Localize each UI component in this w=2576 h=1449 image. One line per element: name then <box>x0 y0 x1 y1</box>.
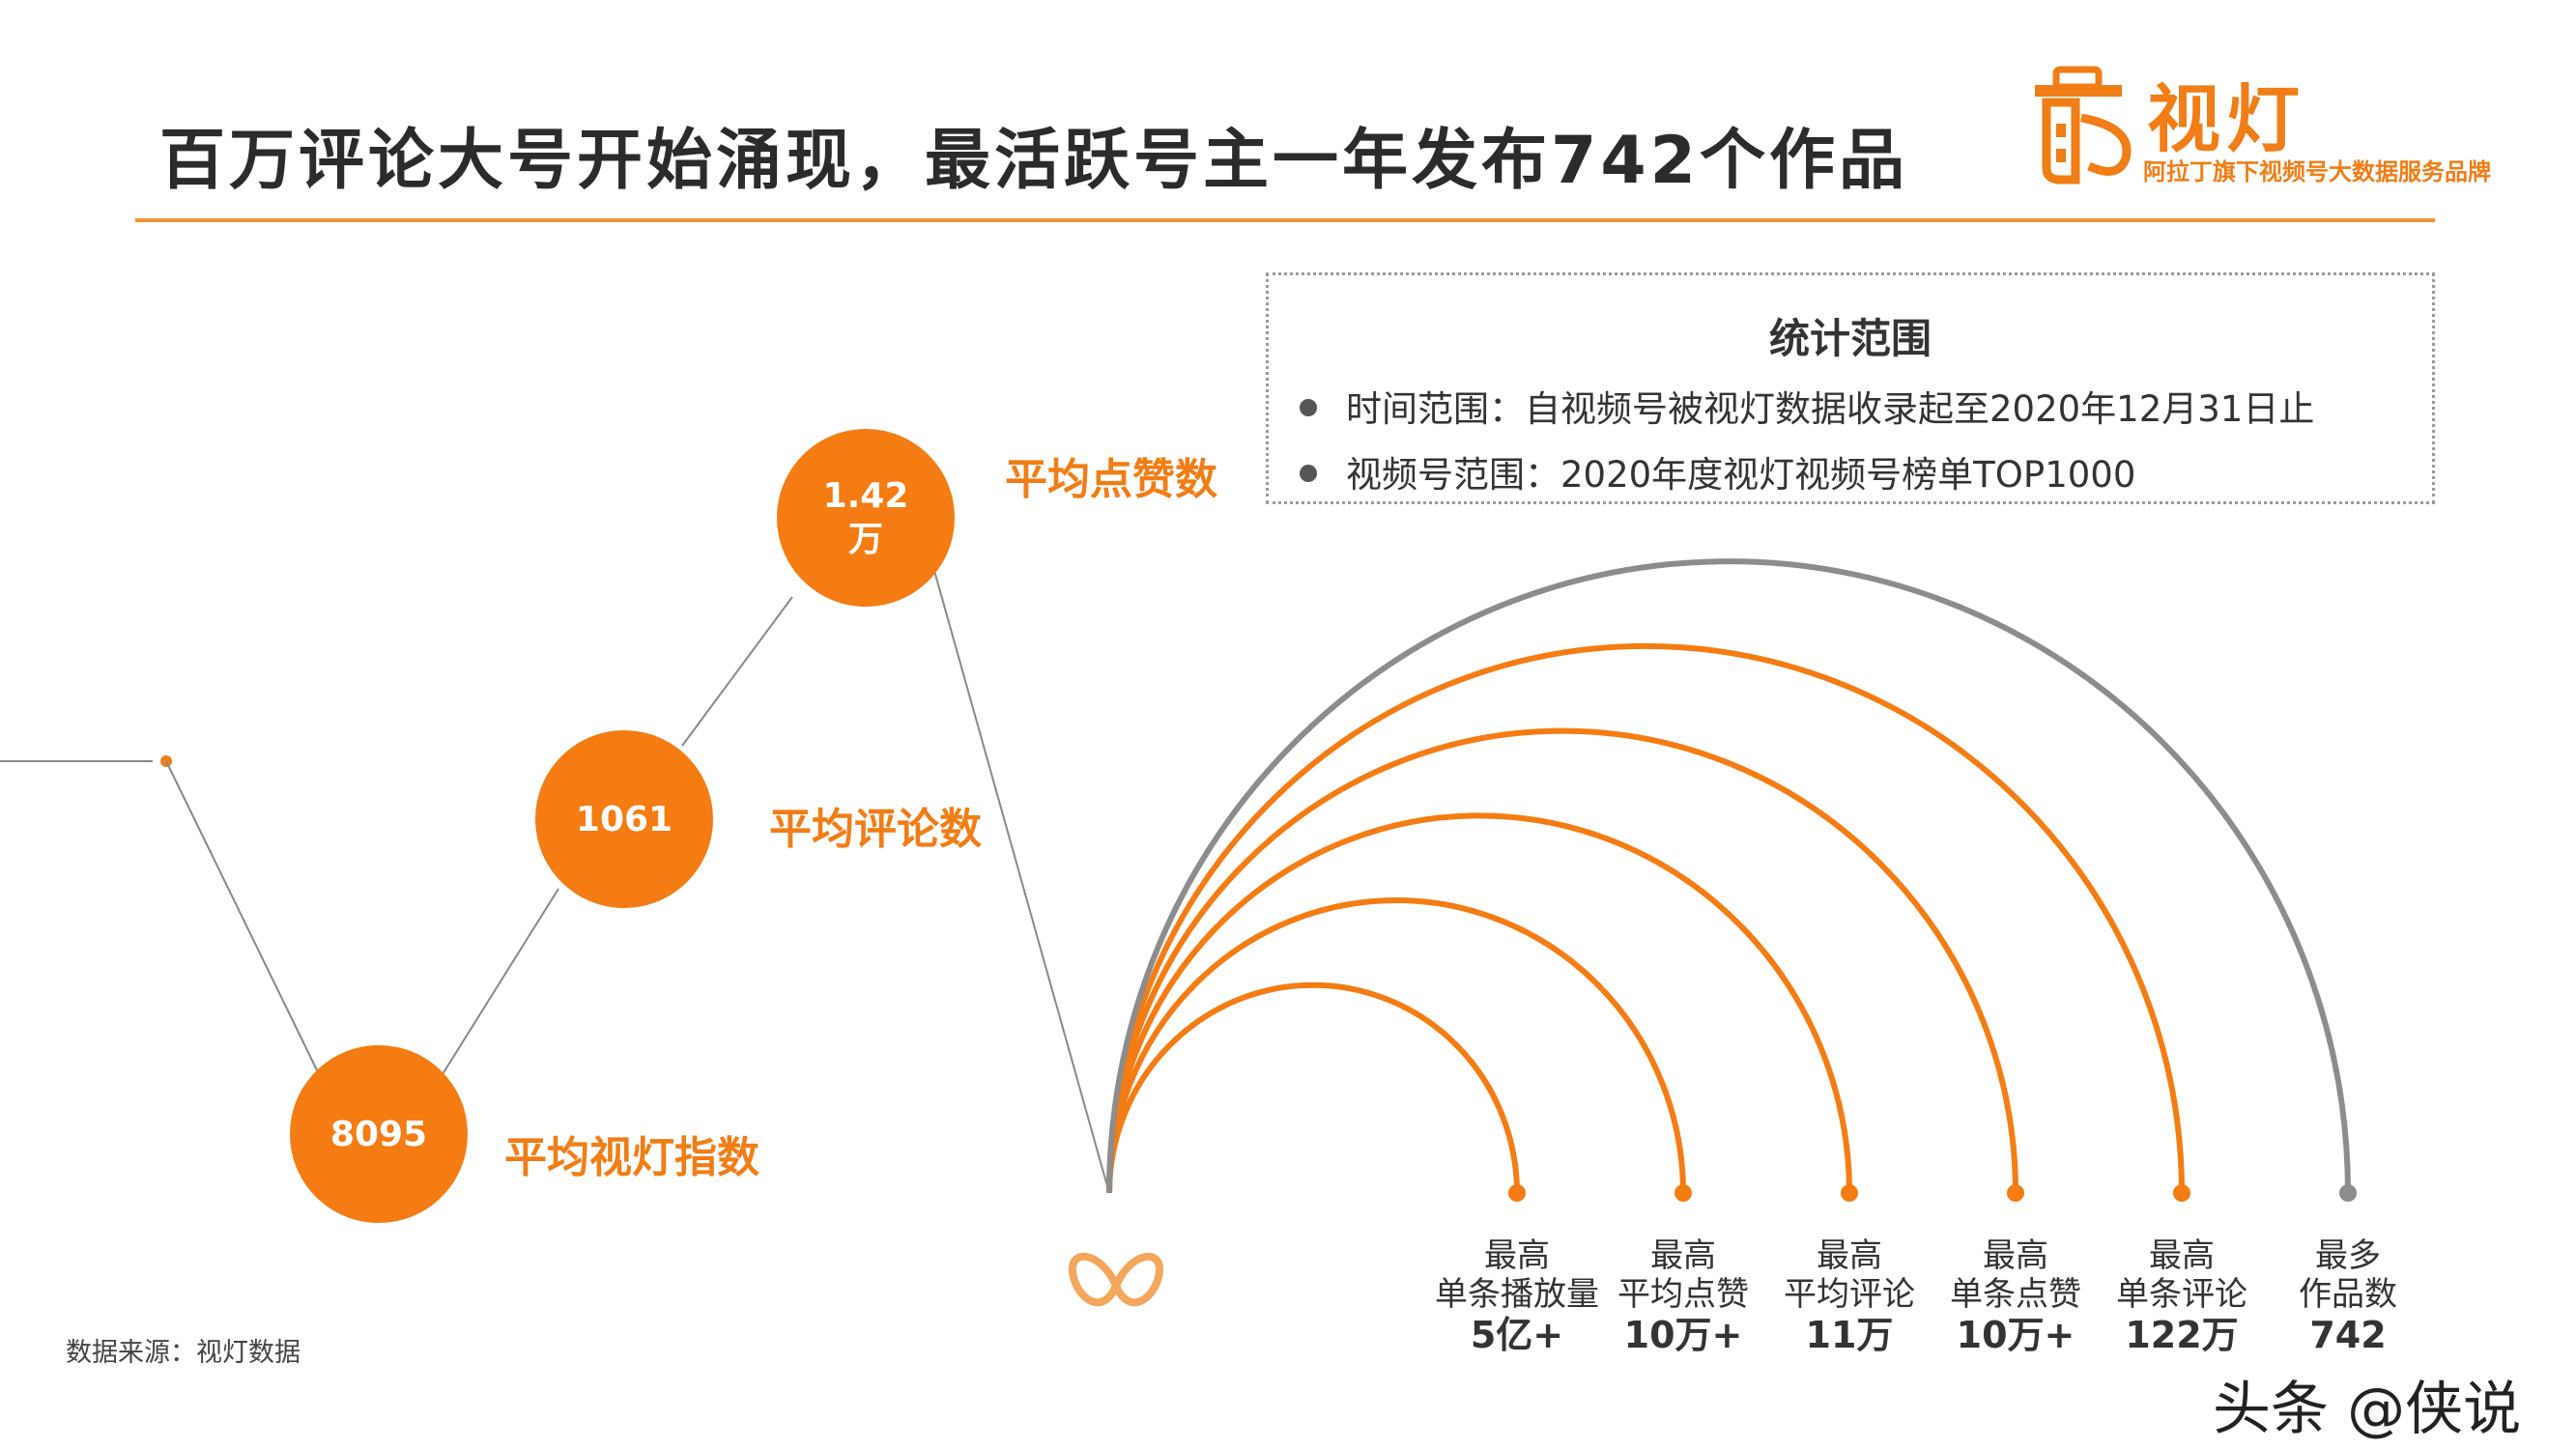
caption-line1: 最高 <box>1650 1236 1716 1275</box>
arc-0 <box>1106 981 1520 1194</box>
arc-end-dot <box>2007 1184 2024 1202</box>
arc-3 <box>1106 727 2018 1194</box>
caption-line1: 最高 <box>1484 1236 1550 1275</box>
watermark-text: 头条 @侠说 <box>2213 1376 2522 1443</box>
avg-likes-value: 1.42 <box>822 476 909 516</box>
caption-line2: 作品数 <box>2299 1275 2397 1315</box>
avg-likes-circle: 1.42 万 <box>777 429 955 607</box>
avg-likes-label: 平均点赞数 <box>1005 455 1217 504</box>
caption-value: 10万+ <box>1956 1314 2075 1357</box>
avg-comments-value: 1061 <box>575 799 673 839</box>
caption-line1: 最高 <box>2149 1236 2215 1275</box>
caption-value: 11万 <box>1805 1314 1894 1357</box>
arc-end-dot <box>2173 1184 2190 1202</box>
caption-line1: 最高 <box>1983 1236 2048 1275</box>
caption-line2: 单条播放量 <box>1435 1275 1599 1315</box>
brand-name: 视灯 <box>2147 76 2305 162</box>
arc-caption: 最高 单条播放量 5亿+ <box>1435 1236 1599 1357</box>
scope-item-time: 时间范围：自视频号被视灯数据收录起至2020年12月31日止 <box>1300 380 2314 432</box>
scope-item-text: 视频号范围：2020年度视灯视频号榜单TOP1000 <box>1346 454 2136 496</box>
caption-line2: 单条评论 <box>2116 1275 2247 1315</box>
arc-end-dot <box>1841 1184 1858 1202</box>
scope-item-text: 时间范围：自视频号被视灯数据收录起至2020年12月31日止 <box>1346 388 2315 430</box>
arc-caption: 最多 作品数 742 <box>2266 1236 2430 1357</box>
arc-caption: 最高 平均评论 11万 <box>1767 1236 1932 1357</box>
caption-value: 122万 <box>2125 1314 2239 1357</box>
caption-line1: 最高 <box>1817 1236 1882 1275</box>
bullet-icon <box>1300 398 1317 416</box>
statistics-scope-box: 统计范围 时间范围：自视频号被视灯数据收录起至2020年12月31日止 视频号范… <box>1266 272 2435 504</box>
caption-value: 742 <box>2309 1314 2387 1357</box>
bullet-icon <box>1300 464 1317 482</box>
scope-heading: 统计范围 <box>1768 315 1932 362</box>
caption-line2: 单条点赞 <box>1950 1275 2081 1315</box>
arc-4 <box>1106 642 2185 1194</box>
avg-comments-label: 平均评论数 <box>769 805 982 854</box>
scope-item-range: 视频号范围：2020年度视灯视频号榜单TOP1000 <box>1300 445 2135 497</box>
caption-line2: 平均评论 <box>1784 1275 1915 1315</box>
avg-likes-unit: 万 <box>847 520 883 559</box>
arc-end-dot <box>1508 1184 1526 1202</box>
page-title: 百万评论大号开始涌现，最活跃号主一年发布742个作品 <box>159 123 1908 199</box>
arc-end-dot <box>2339 1184 2357 1202</box>
caption-line2: 平均点赞 <box>1617 1275 1749 1315</box>
arc-2 <box>1106 812 1852 1194</box>
data-source: 数据来源：视灯数据 <box>66 1338 301 1368</box>
caption-value: 10万+ <box>1623 1314 1743 1357</box>
avg-index-value: 8095 <box>329 1114 428 1154</box>
lighthouse-logo-icon <box>2035 66 2132 185</box>
brand-tagline: 阿拉丁旗下视频号大数据服务品牌 <box>2143 158 2491 185</box>
butterfly-logo-icon <box>1069 1252 1163 1307</box>
avg-index-label: 平均视灯指数 <box>504 1133 759 1182</box>
arc-1 <box>1106 897 1686 1194</box>
arc-caption: 最高 单条点赞 10万+ <box>1933 1236 2098 1357</box>
caption-line1: 最多 <box>2315 1236 2381 1275</box>
title-divider <box>135 218 2435 222</box>
arc-5 <box>1106 558 2351 1194</box>
arc-caption: 最高 平均点赞 10万+ <box>1601 1236 1765 1357</box>
avg-comments-circle: 1061 <box>535 730 713 908</box>
arc-caption: 最高 单条评论 122万 <box>2100 1236 2264 1357</box>
avg-index-circle: 8095 <box>290 1045 468 1223</box>
caption-value: 5亿+ <box>1470 1314 1564 1357</box>
arc-end-dot <box>1674 1184 1692 1202</box>
